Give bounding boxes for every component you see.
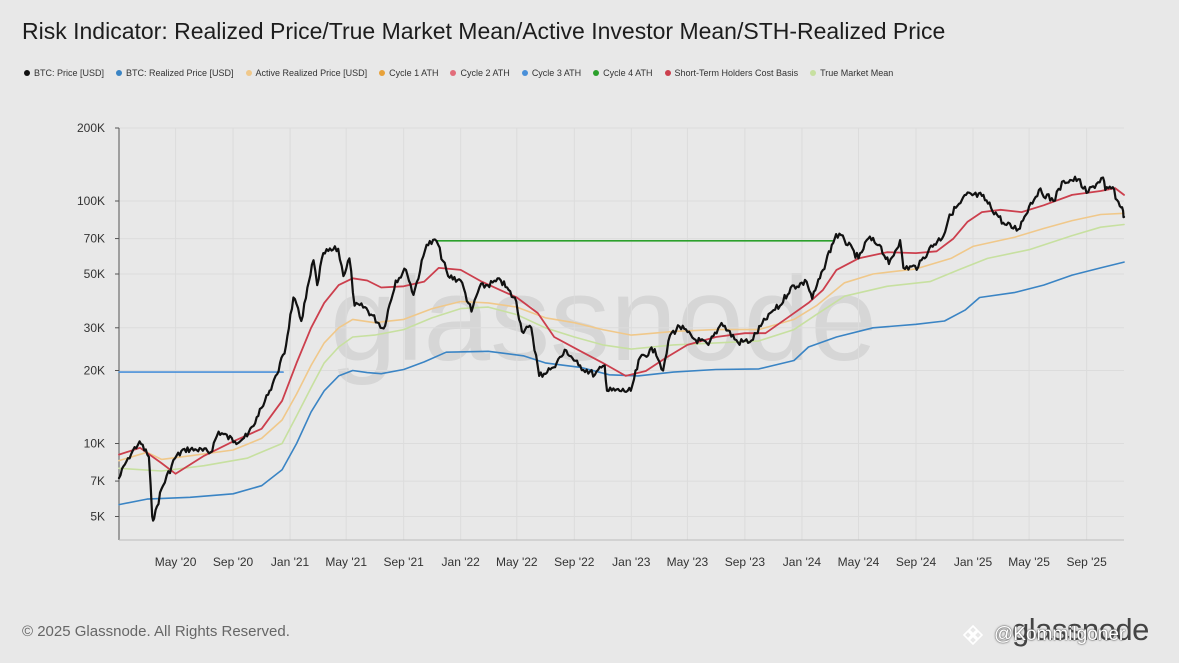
x-tick-label: May '23 [667,555,709,569]
legend-marker [593,70,600,76]
legend-label: BTC: Price [USD] [34,68,105,78]
copyright-footer: © 2025 Glassnode. All Rights Reserved. [22,623,290,640]
y-tick-label: 5K [90,509,105,523]
x-tick-label: Sep '24 [896,555,937,569]
x-tick-label: May '24 [838,555,880,569]
x-tick-label: Sep '25 [1066,555,1107,569]
legend-marker [664,70,671,76]
series-line-true-market-mean[interactable] [118,223,1125,472]
x-tick-label: Jan '24 [783,555,822,569]
grid-lines [119,127,1124,540]
y-tick-label: 100K [77,194,105,208]
legend-item-active-realized-price[interactable]: Active Realized Price [USD] [245,68,368,78]
x-tick-label: Sep '22 [554,555,595,569]
axes: 5K 7K 10K 20K 30K 50K 70K 100K 200K May '20 Sep '2… [77,121,1124,569]
author-handle: @Kommilgoner [994,624,1126,645]
legend-marker [450,70,457,76]
legend-marker [24,70,30,76]
legend-label: Cycle 3 ATH [531,68,582,78]
x-tick-label: May '21 [325,555,367,569]
legend-label: Active Realized Price [USD] [255,68,368,78]
legend-marker [116,70,123,76]
legend-marker [810,70,817,76]
x-tick-label: May '22 [496,555,538,569]
chart-title: Risk Indicator: Realized Price/True Mark… [22,18,946,44]
legend-item-cycle-2-ath[interactable]: Cycle 2 ATH [450,68,510,78]
legend-label: True Market Mean [820,68,894,78]
diamond-logo-icon [962,624,984,646]
series-line-btc-realized-price-usd[interactable] [118,261,1125,506]
y-tick-label: 30K [84,321,105,335]
x-tick-label: May '20 [155,555,197,569]
legend-label: BTC: Realized Price [USD] [126,68,234,78]
brand-logo: glassnode [1012,612,1149,647]
series-line-short-term-holders-cost-basis[interactable] [118,187,1125,475]
y-tick-label: 70K [84,232,105,246]
y-tick-label: 20K [84,363,105,377]
x-tick-label: Jan '22 [442,555,481,569]
legend-item-true-market-mean[interactable]: True Market Mean [810,68,893,78]
x-tick-label: Jan '21 [271,555,310,569]
legend-item-cycle-4-ath[interactable]: Cycle 4 ATH [593,68,653,78]
x-tick-label: Sep '23 [725,555,766,569]
series-line-active-realized-price-usd[interactable] [118,212,1125,462]
x-tick-label: Sep '20 [213,555,254,569]
legend-item-cycle-1-ath[interactable]: Cycle 1 ATH [379,68,438,78]
legend-label: Short-Term Holders Cost Basis [674,68,799,78]
legend-marker [379,70,386,76]
x-tick-label: May '25 [1008,555,1050,569]
series-line-btc-price-usd[interactable] [117,175,1126,522]
legend-item-sth-cost-basis[interactable]: Short-Term Holders Cost Basis [664,68,799,78]
legend-item-cycle-3-ath[interactable]: Cycle 3 ATH [521,68,582,78]
y-tick-label: 7K [90,474,105,488]
legend-item-btc-price[interactable]: BTC: Price [USD] [24,68,104,78]
legend-label: Cycle 1 ATH [389,68,439,78]
legend-item-realized-price[interactable]: BTC: Realized Price [USD] [116,68,234,78]
legend-marker [521,70,528,76]
series-group [117,175,1126,522]
chart-legend: BTC: Price [USD] BTC: Realized Price [US… [24,68,893,78]
x-tick-label: Jan '23 [612,555,651,569]
y-tick-label: 10K [84,436,105,450]
y-tick-label: 50K [84,267,105,281]
legend-marker [245,70,252,76]
y-tick-label: 200K [77,121,105,135]
x-tick-label: Jan '25 [954,555,993,569]
legend-label: Cycle 4 ATH [603,68,653,78]
legend-label: Cycle 2 ATH [460,68,510,78]
x-tick-label: Sep '21 [384,555,425,569]
